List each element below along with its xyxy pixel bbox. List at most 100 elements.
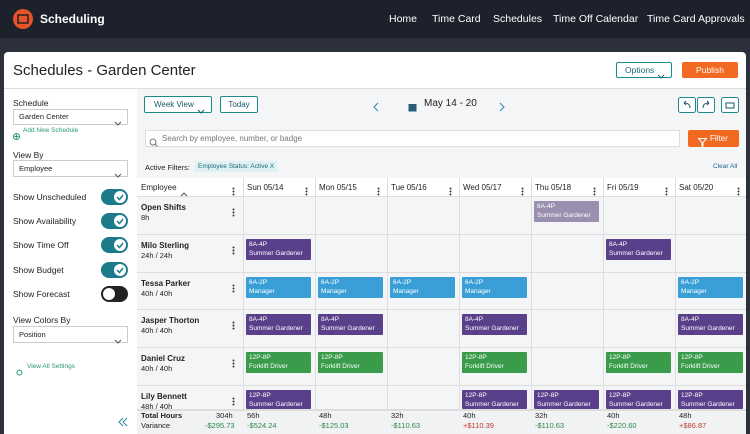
shift-time: 12P-8P: [321, 354, 343, 361]
toggle[interactable]: [101, 213, 128, 229]
chevron: [114, 332, 122, 344]
shift-position: Summer Gardener: [249, 401, 303, 408]
select[interactable]: Employee: [13, 160, 128, 177]
day-hours: 56h: [247, 411, 260, 420]
shift[interactable]: 12P-8P Forklift Driver: [462, 352, 527, 373]
button[interactable]: Week View: [144, 96, 212, 113]
toggle-label: Show Time Off: [13, 240, 69, 250]
shift[interactable]: 12P-8P Summer Gardener: [534, 390, 599, 409]
chevron: [114, 166, 122, 178]
day-hours: 40h: [463, 411, 476, 420]
toggle[interactable]: [101, 286, 128, 302]
shift[interactable]: 12P-8P Forklift Driver: [606, 352, 671, 373]
undo[interactable]: [678, 97, 696, 113]
menu-dots[interactable]: [232, 355, 235, 368]
shift[interactable]: 8A-4P Summer Gardener: [534, 201, 599, 222]
menu-dots[interactable]: [232, 393, 235, 406]
redo-glyph: [697, 97, 715, 113]
menu-dots[interactable]: [377, 183, 380, 196]
menu-dots-glyph: [449, 187, 452, 196]
chevron-glyph: [114, 173, 122, 178]
shift[interactable]: 12P-8P Forklift Driver: [318, 352, 383, 373]
shift[interactable]: 12P-8P Summer Gardener: [606, 390, 671, 409]
nav-link[interactable]: Schedules: [493, 13, 543, 25]
shift[interactable]: 8A-4P Summer Gardener: [246, 314, 311, 335]
nav-bar: [0, 0, 750, 38]
day-variance: -$110.63: [391, 421, 421, 430]
toggle[interactable]: [101, 262, 128, 278]
redo[interactable]: [697, 97, 715, 113]
select[interactable]: Garden Center: [13, 109, 128, 125]
shift[interactable]: 6A-2P Manager: [318, 277, 383, 298]
menu-dots[interactable]: [232, 317, 235, 330]
search[interactable]: Search by employee, number, or badge: [145, 130, 680, 147]
nav-link[interactable]: Time Off Calendar: [553, 13, 639, 25]
menu-dots[interactable]: [449, 183, 452, 196]
shift[interactable]: 12P-8P Summer Gardener: [678, 390, 743, 409]
menu-dots[interactable]: [665, 183, 668, 196]
nav-link[interactable]: Time Card: [432, 13, 481, 25]
link[interactable]: Clear All: [713, 163, 738, 170]
collapse[interactable]: [118, 414, 128, 427]
employee-name: Tessa Parker: [141, 279, 191, 288]
logo-glyph: [13, 9, 33, 29]
menu-dots[interactable]: [232, 280, 235, 293]
link[interactable]: Add New Schedule: [23, 127, 79, 134]
nav-link[interactable]: Home: [389, 13, 418, 25]
shift-time: 12P-8P: [609, 392, 631, 399]
employee-name: Daniel Cruz: [141, 354, 186, 363]
menu-dots[interactable]: [521, 183, 524, 196]
link[interactable]: View All Settings: [27, 363, 75, 370]
shift[interactable]: 6A-2P Manager: [390, 277, 455, 298]
day-variance: -$220.60: [607, 421, 637, 430]
label: Active Filters:: [145, 163, 191, 172]
filter-chip[interactable]: Employee Status: Active X: [195, 161, 278, 172]
toggle[interactable]: [101, 237, 128, 253]
shift-time: 12P-8P: [249, 392, 271, 399]
select[interactable]: Position: [13, 326, 128, 343]
menu-dots[interactable]: [593, 183, 596, 196]
prev[interactable]: [373, 99, 379, 112]
grid-line: [315, 178, 316, 434]
shift[interactable]: 12P-8P Forklift Driver: [246, 352, 311, 373]
filter-icon-glyph: [697, 138, 708, 148]
shift[interactable]: 8A-4P Summer Gardener: [606, 239, 671, 260]
row: [137, 273, 746, 310]
print[interactable]: [721, 97, 739, 113]
day-hours: 48h: [319, 411, 332, 420]
filter-button[interactable]: Filter: [688, 130, 739, 147]
publish-button[interactable]: Publish: [682, 62, 738, 78]
shift-time: 6A-2P: [393, 279, 412, 286]
menu-dots[interactable]: [232, 183, 235, 196]
shift[interactable]: 8A-4P Summer Gardener: [246, 239, 311, 260]
button[interactable]: Today: [220, 96, 258, 113]
shift-position: Summer Gardener: [609, 401, 663, 408]
shift[interactable]: 6A-2P Manager: [462, 277, 527, 298]
employee-hours: 24h / 24h: [141, 251, 173, 260]
menu-dots[interactable]: [305, 183, 308, 196]
collapse-glyph: [118, 417, 128, 427]
shift-time: 6A-2P: [465, 279, 484, 286]
toggle[interactable]: [101, 189, 128, 205]
undo-glyph: [678, 97, 696, 113]
menu-dots[interactable]: [232, 204, 235, 217]
sort[interactable]: [180, 184, 188, 197]
nav-link[interactable]: Time Card Approvals: [647, 13, 745, 25]
next[interactable]: [499, 99, 505, 112]
shift-position: Summer Gardener: [537, 212, 591, 219]
shift[interactable]: 8A-4P Summer Gardener: [462, 314, 527, 335]
shift-time: 8A-4P: [465, 316, 484, 323]
shift-time: 8A-4P: [249, 316, 268, 323]
chevron-glyph: [657, 74, 665, 79]
menu-dots[interactable]: [232, 242, 235, 255]
shift[interactable]: 6A-2P Manager: [678, 277, 743, 298]
shift[interactable]: 6A-2P Manager: [246, 277, 311, 298]
shift[interactable]: 12P-8P Forklift Driver: [678, 352, 743, 373]
shift[interactable]: 8A-4P Summer Gardener: [318, 314, 383, 335]
employee-name: Milo Sterling: [141, 241, 189, 250]
options-button[interactable]: Options: [616, 62, 672, 78]
menu-dots[interactable]: [737, 183, 740, 196]
shift[interactable]: 12P-8P Summer Gardener: [462, 390, 527, 409]
shift[interactable]: 8A-4P Summer Gardener: [678, 314, 743, 335]
shift[interactable]: 12P-8P Summer Gardener: [246, 390, 311, 409]
